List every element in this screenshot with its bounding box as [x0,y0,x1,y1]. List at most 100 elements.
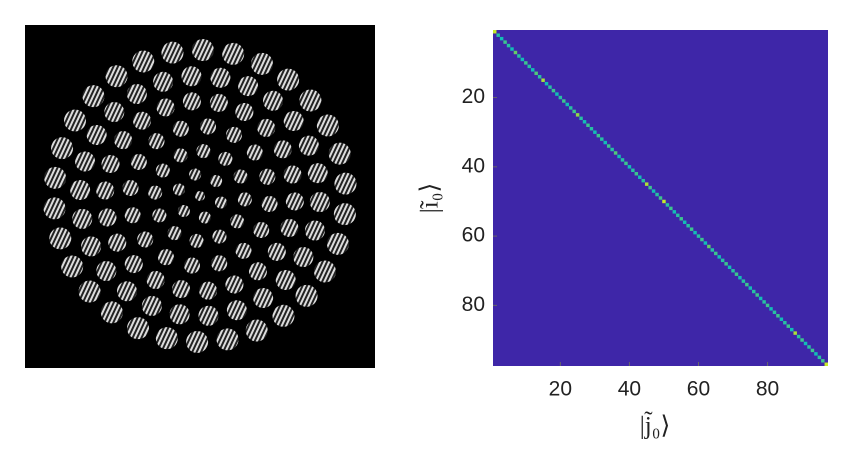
diagonal-cell [700,237,704,242]
spot [173,148,188,163]
spot [189,233,204,248]
spot [295,284,318,307]
spot [283,111,304,132]
diagonal-cell [796,334,801,339]
spot [212,229,227,244]
spot [248,262,267,281]
diagonal-cell [772,310,777,315]
y-tick-label: 40 [462,154,485,177]
spot [316,114,339,137]
diagonal-cell [765,303,770,308]
spot-pattern [43,39,357,353]
diagonal-cell [644,182,649,186]
spot [333,203,356,226]
diagonal-cell [534,71,538,76]
diagonal-cell [586,123,590,127]
diagonal-cell [689,227,694,231]
spot [195,191,205,201]
spot [246,144,263,161]
spot [272,304,295,327]
spot [132,50,155,73]
spot [235,103,254,122]
spot [72,208,93,229]
spot [182,92,201,111]
diagonal-cell [762,300,766,304]
diagonal-cell [786,324,791,328]
diagonal-cell [769,307,773,311]
diagonal-cell [662,199,666,204]
spot [155,163,170,178]
spot [183,257,200,274]
diagonal-cell [638,175,642,179]
spot [101,155,120,174]
spot [235,242,252,259]
spot [51,137,74,160]
x-tick-label: 80 [756,378,779,401]
spot [334,172,357,195]
spot [152,208,167,223]
spot [257,118,276,137]
diagonal-cell [527,64,531,69]
spot [216,328,239,351]
diagonal-cell [568,106,573,110]
diagonal-cell [641,178,645,183]
spot [293,247,314,268]
spot [81,236,102,257]
diagonal-cell [524,61,528,65]
diagonal-cell [686,223,690,228]
diagonal-cell [779,317,784,321]
spot [172,280,191,299]
spot [233,169,248,184]
spot [261,196,278,213]
spot [273,140,292,159]
spot [155,327,178,350]
spot [226,126,243,143]
spot [122,179,139,196]
spot [148,133,165,150]
diagonal-cell [572,109,576,114]
diagonal-cell [741,279,746,283]
spot [280,218,299,237]
diagonal-cell [676,213,680,218]
diagonal-cell [606,144,611,148]
diagonal-cell [548,85,552,89]
spot [146,270,165,289]
spot [108,233,127,252]
spot [126,317,149,340]
diagonal-cell [717,255,721,259]
diagonal-cell [734,272,739,276]
diagonal-cell [803,341,808,346]
diagonal-cell [627,165,632,169]
diagonal-cell [672,210,677,214]
spot [215,196,228,209]
diagonal-cell [703,241,708,245]
spot [263,90,284,111]
spot [130,153,147,170]
spot [211,255,228,272]
spot [82,85,105,108]
spot [253,288,274,309]
diagonal-cell [620,158,625,162]
diagonal-cell [696,234,701,238]
diagonal-cell [589,126,594,131]
diagonal-cell [817,355,822,360]
diagonal-cell [544,81,549,86]
diagonal-cell [745,282,749,287]
spot [157,249,174,266]
y-tick-label: 60 [462,224,485,247]
spot [285,192,304,211]
diagonal-cell [558,95,563,100]
diagonal-cell [824,362,828,366]
diagonal-cell [520,57,525,62]
spot [133,111,152,130]
spot [309,192,330,213]
spot [253,222,270,239]
spot [186,330,209,353]
diagonal-cell [727,265,732,270]
spot [126,83,147,104]
diagonal-cell [731,269,735,273]
diagonal-cell [537,75,542,79]
spot [298,135,319,156]
spot [259,168,276,185]
spot [148,185,163,200]
